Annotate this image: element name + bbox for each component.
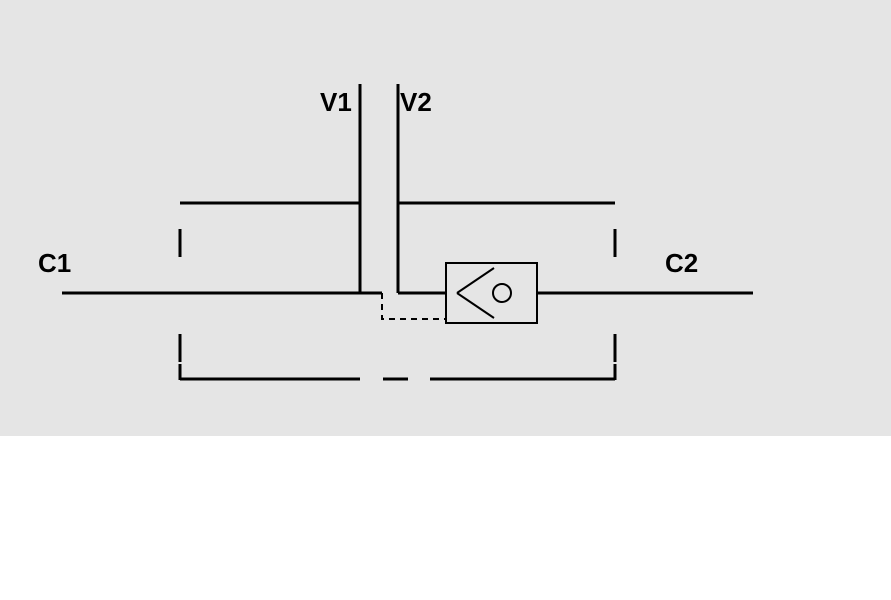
schematic-svg	[0, 0, 891, 436]
check-valve-ball	[493, 284, 511, 302]
check-valve-box	[446, 263, 537, 323]
check-valve-arrow-top	[457, 268, 494, 293]
label-c1: C1	[38, 248, 71, 279]
label-v2: V2	[400, 87, 432, 118]
dashed-bridge	[382, 293, 446, 319]
label-c2: C2	[665, 248, 698, 279]
label-v1: V1	[320, 87, 352, 118]
hydraulic-schematic: C1 C2 V1 V2	[0, 0, 891, 436]
check-valve-arrow-bottom	[457, 293, 494, 318]
